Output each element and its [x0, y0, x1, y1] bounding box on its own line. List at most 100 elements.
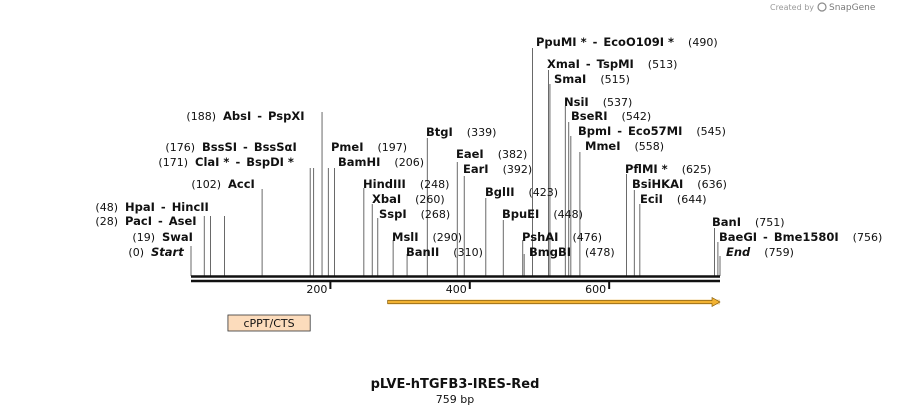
- site-label-bsssi[interactable]: (176) BssSI - BssSαI: [165, 140, 296, 154]
- site-name: BtgI: [426, 125, 453, 139]
- site-label-ecii[interactable]: EciI (644): [640, 192, 707, 206]
- site-label-pmei[interactable]: PmeI (197): [331, 140, 407, 154]
- site-name-separator: -: [235, 155, 240, 169]
- site-name: BspDI *: [246, 155, 294, 169]
- site-position: (751): [755, 216, 785, 229]
- ruler-tick-label: 200: [306, 283, 327, 296]
- site-name: Start: [151, 245, 184, 259]
- site-name: TspMI: [597, 57, 634, 71]
- site-name: SwaI: [162, 230, 193, 244]
- ruler-ticks: 200 400 600: [306, 282, 611, 296]
- site-position: (48): [95, 201, 118, 214]
- site-name: BmgBI: [529, 245, 571, 259]
- site-position: (513): [648, 58, 678, 71]
- site-label-hpai[interactable]: (48) HpaI - HincII: [95, 200, 208, 214]
- credit-brand: SnapGene: [829, 3, 876, 13]
- site-position: (290): [433, 231, 463, 244]
- site-label-pflmi[interactable]: PflMI * (625): [625, 162, 711, 176]
- site-name: PspXI: [268, 109, 304, 123]
- site-position: (644): [677, 193, 707, 206]
- site-label-swai[interactable]: (19) SwaI: [132, 230, 193, 244]
- site-name: SspI: [379, 207, 407, 221]
- site-position: (382): [498, 148, 528, 161]
- site-name-separator: -: [586, 57, 591, 71]
- feature-track: cPPT/CTS: [227, 296, 721, 332]
- site-label-end[interactable]: End (759): [726, 245, 794, 259]
- site-label-ppumi[interactable]: PpuMI * - EcoO109I * (490): [536, 35, 718, 49]
- site-label-bseri[interactable]: BseRI (542): [571, 109, 651, 123]
- site-label-acci[interactable]: (102) AccI: [191, 177, 254, 191]
- site-name: NsiI: [564, 95, 589, 109]
- site-label-bpuei[interactable]: BpuEI (448): [502, 207, 583, 221]
- site-position: (756): [853, 231, 883, 244]
- site-label-bsihkai[interactable]: BsiHKAI (636): [632, 177, 727, 191]
- site-label-bmgbi[interactable]: BmgBI (478): [529, 245, 615, 259]
- site-name: BssSαI: [254, 140, 297, 154]
- site-position: (206): [394, 156, 424, 169]
- site-label-hindiii[interactable]: HindIII (248): [363, 177, 449, 191]
- site-label-start[interactable]: (0) Start: [128, 245, 184, 259]
- site-name: MmeI: [585, 139, 621, 153]
- site-label-bamhi[interactable]: BamHI (206): [338, 155, 424, 169]
- site-name-separator: -: [158, 214, 163, 228]
- site-name: BseRI: [571, 109, 608, 123]
- site-position: (490): [688, 36, 718, 49]
- site-name: BssSI: [202, 140, 237, 154]
- site-label-pshai[interactable]: PshAI (476): [522, 230, 602, 244]
- site-label-bani[interactable]: BanI (751): [712, 215, 785, 229]
- site-name: BanII: [406, 245, 439, 259]
- site-label-mmei[interactable]: MmeI (558): [585, 139, 664, 153]
- site-label-smai[interactable]: SmaI (515): [554, 72, 630, 86]
- site-label-eari[interactable]: EarI (392): [463, 162, 532, 176]
- site-label-nsii[interactable]: NsiI (537): [564, 95, 632, 109]
- site-name: PmeI: [331, 140, 364, 154]
- site-label-eaei[interactable]: EaeI (382): [456, 147, 527, 161]
- feature-orf-arrow[interactable]: [387, 296, 721, 308]
- site-label-absi[interactable]: (188) AbsI - PspXI: [186, 109, 304, 123]
- site-label-msli[interactable]: MslI (290): [392, 230, 462, 244]
- site-name: Bme1580I: [774, 230, 839, 244]
- feature-cppt-cts-box[interactable]: [227, 314, 311, 332]
- site-name: BsiHKAI: [632, 177, 683, 191]
- site-name: XmaI: [547, 57, 580, 71]
- snapgene-logo-icon: [817, 2, 827, 12]
- site-position: (310): [453, 246, 483, 259]
- feature-cppt-cts-label: cPPT/CTS: [243, 317, 294, 330]
- site-name: BpmI: [578, 124, 611, 138]
- site-name: EcoO109I *: [603, 35, 674, 49]
- site-label-sspi[interactable]: SspI (268): [379, 207, 450, 221]
- site-position: (268): [421, 208, 451, 221]
- site-position: (248): [420, 178, 450, 191]
- site-label-bpmi[interactable]: BpmI - Eco57MI (545): [578, 124, 726, 138]
- ruler-tick-label: 400: [446, 283, 467, 296]
- site-label-baegi[interactable]: BaeGI - Bme1580I (756): [719, 230, 882, 244]
- site-position: (188): [186, 110, 216, 123]
- site-position: (636): [697, 178, 727, 191]
- site-name: PacI: [125, 214, 152, 228]
- site-position: (171): [158, 156, 188, 169]
- site-label-xbai[interactable]: XbaI (260): [372, 192, 445, 206]
- site-label-clai[interactable]: (171) ClaI * - BspDI *: [158, 155, 294, 169]
- site-position: (423): [529, 186, 559, 199]
- site-label-banii[interactable]: BanII (310): [406, 245, 483, 259]
- site-position: (176): [165, 141, 195, 154]
- site-labels: (0) Start(19) SwaI(28) PacI - AseI(48) HpaI - Hi…: [95, 35, 882, 259]
- site-label-xmai[interactable]: XmaI - TspMI (513): [547, 57, 677, 71]
- site-position: (392): [503, 163, 533, 176]
- site-position: (537): [603, 96, 633, 109]
- site-position: (476): [572, 231, 602, 244]
- map-length: 759 bp: [436, 393, 474, 406]
- site-label-paci[interactable]: (28) PacI - AseI: [95, 214, 196, 228]
- site-name: End: [726, 245, 751, 259]
- site-label-bglii[interactable]: BglII (423): [485, 185, 558, 199]
- site-name: BglII: [485, 185, 515, 199]
- site-label-btgi[interactable]: BtgI (339): [426, 125, 496, 139]
- site-name: BpuEI: [502, 207, 539, 221]
- site-name: EciI: [640, 192, 663, 206]
- ruler-tick-label: 600: [585, 283, 606, 296]
- site-name: ClaI *: [195, 155, 229, 169]
- site-position: (545): [696, 125, 726, 138]
- site-name: MslI: [392, 230, 419, 244]
- site-position: (28): [95, 215, 118, 228]
